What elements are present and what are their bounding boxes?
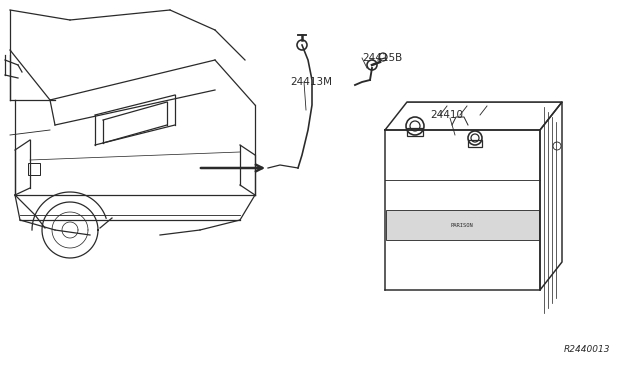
Text: 24415B: 24415B [362, 53, 403, 63]
Text: R2440013: R2440013 [563, 346, 610, 355]
Bar [28, 163, 40, 175]
Text: PARISON: PARISON [451, 222, 474, 228]
Bar [386, 210, 539, 240]
Bar [468, 140, 482, 147]
Text: 24410: 24410 [430, 110, 463, 120]
Text: 24413M: 24413M [290, 77, 332, 87]
Bar [407, 128, 423, 136]
